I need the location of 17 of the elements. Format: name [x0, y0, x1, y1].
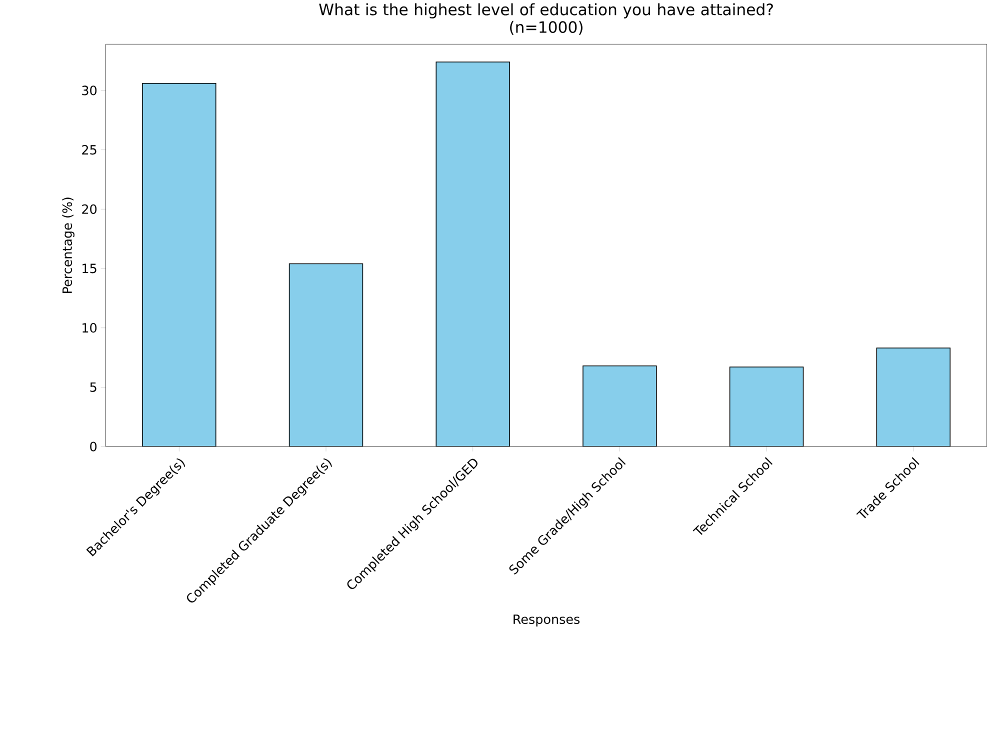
y-tick-label: 25 [82, 145, 96, 155]
y-tick-label: 5 [90, 382, 96, 392]
y-axis-title: Percentage (%) [62, 198, 74, 294]
bar [436, 62, 510, 447]
chart-title: What is the highest level of education you have attained? [319, 3, 773, 19]
bar [142, 83, 216, 447]
y-tick-label: 10 [82, 323, 97, 333]
bar [729, 366, 804, 447]
y-tick-label: 0 [90, 442, 97, 452]
y-tick-label: 15 [82, 264, 96, 274]
bar [582, 366, 657, 447]
bar [876, 348, 950, 447]
x-axis-title: Responses [514, 614, 580, 627]
bar [288, 264, 364, 447]
chart-subtitle: (n=1000) [510, 21, 582, 35]
y-tick-label: 30 [82, 86, 97, 96]
y-tick-label: 20 [82, 204, 97, 214]
